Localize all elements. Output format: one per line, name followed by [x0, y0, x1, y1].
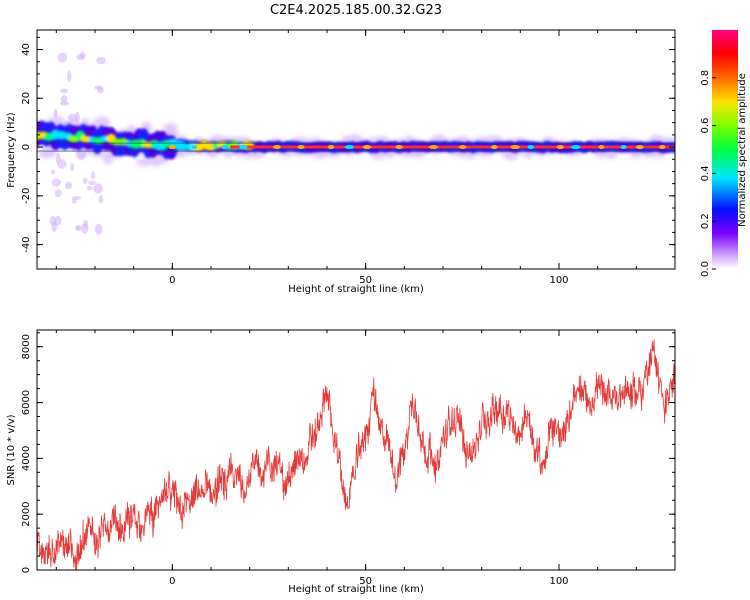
spectrogram-scatter-blob — [76, 148, 86, 160]
spectrogram-carrier-blob — [428, 145, 438, 150]
spectrogram-scatter-blob — [65, 181, 73, 189]
snr-panel: 0 50 100 0 2000 4000 6000 8000 Height of straig… — [6, 329, 676, 595]
spectrogram-carrier-blob — [344, 145, 354, 150]
colorbar-ticks: 0.0 0.2 0.4 0.6 0.8 — [700, 70, 716, 277]
snr-y-tick-label: 4000 — [21, 446, 32, 471]
spectrogram-scatter-blob — [75, 111, 80, 123]
spectrogram-carrier-blob — [527, 145, 535, 150]
spectrogram-y-tick-label: 0 — [21, 144, 32, 150]
colorbar-tick-label: 0.4 — [700, 165, 711, 181]
colorbar-tick-label: 0.6 — [700, 118, 711, 134]
spectrogram-ticks: 0 50 100 -40 -20 0 20 40 — [21, 30, 676, 286]
spectrogram-y-tick-label: -40 — [21, 236, 32, 252]
colorbar-tick-label: 0.8 — [700, 70, 711, 86]
spectrogram-scatter-blob — [94, 85, 103, 90]
spectrogram-scatter-blob — [83, 219, 89, 229]
spectrogram-carrier-blob — [635, 145, 644, 150]
spectrogram-carrier-blob — [490, 145, 498, 150]
spectrogram-carrier-blob — [272, 145, 281, 150]
spectrogram-x-axis-label: Height of straight line (km) — [288, 284, 424, 295]
spectrogram-panel: 0 50 100 -40 -20 0 20 40 Height of straight lin… — [6, 29, 676, 295]
snr-y-axis-label: SNR (10 * v/v) — [6, 414, 17, 485]
spectrogram-carrier-blob — [598, 145, 605, 150]
spectrogram-scatter-blob — [75, 225, 80, 230]
spectrogram-scatter-blob — [53, 109, 58, 119]
spectrogram-carrier-blob — [570, 145, 581, 150]
spectrogram-scatter-blob — [56, 159, 67, 169]
spectrogram-scatter-blob — [71, 195, 82, 200]
spectrogram-scatter-blob — [70, 162, 75, 172]
snr-x-axis-label: Height of straight line (km) — [288, 584, 424, 595]
figure-title: C2E4.2025.185.00.32.G23 — [270, 3, 442, 18]
snr-series-line — [37, 339, 675, 570]
spectrogram-carrier-blob — [620, 145, 627, 150]
snr-ticks: 0 50 100 0 2000 4000 6000 8000 — [21, 330, 676, 587]
colorbar: 0.0 0.2 0.4 0.6 0.8 Normalized spectral ampl… — [700, 30, 748, 277]
spectrogram-y-tick-label: -20 — [21, 188, 32, 204]
colorbar-gradient — [712, 30, 738, 269]
spectrogram-halo-blob — [94, 116, 111, 127]
spectrogram-halo-blob — [163, 123, 178, 131]
spectrogram-x-tick-label: 0 — [169, 275, 175, 286]
spectrogram-scatter-blob — [67, 113, 78, 123]
snr-frame — [36, 329, 676, 571]
spectrogram-halo-blob — [102, 152, 113, 165]
spectrogram-scatter-blob — [60, 95, 68, 104]
spectrogram-halo-blob — [38, 148, 56, 159]
spectrogram-scatter-blob — [82, 177, 88, 184]
snr-y-tick-label: 6000 — [21, 390, 32, 415]
spectrogram-carrier-blob — [510, 145, 521, 150]
spectrogram-scatter-blob — [50, 169, 56, 175]
spectrogram-carrier-blob — [458, 145, 467, 150]
spectrogram-scatter-blob — [88, 180, 96, 185]
spectrogram-frame — [36, 29, 676, 270]
spectrogram-scatter-blob — [90, 171, 96, 180]
spectrogram-x-tick-label: 100 — [549, 275, 568, 286]
spectrogram-scatter-blob — [79, 51, 86, 60]
spectrogram-carrier-blob — [395, 145, 403, 150]
spectrogram-carrier-blob — [362, 145, 372, 150]
spectrogram-x-tick-label: 50 — [359, 275, 372, 286]
spectrogram-y-tick-label: 40 — [21, 43, 32, 56]
spectrogram-carrier-blob — [297, 145, 305, 150]
spectrogram-carrier-blob — [191, 145, 198, 150]
colorbar-tick-label: 0.2 — [700, 213, 711, 229]
spectrogram-carrier-blob — [168, 145, 177, 150]
spectrogram-scatter-blob — [57, 52, 68, 63]
spectrogram-carrier-blob — [658, 145, 666, 150]
spectrogram-scatter-blob — [67, 70, 72, 83]
snr-x-tick-label: 0 — [169, 576, 175, 587]
snr-x-tick-label: 100 — [549, 576, 568, 587]
snr-y-tick-label: 2000 — [21, 501, 32, 526]
spectrogram-heatmap — [37, 51, 675, 235]
spectrogram-carrier-blob — [239, 145, 248, 150]
spectrogram-scatter-blob — [98, 195, 104, 204]
spectrogram-scatter-blob — [93, 183, 103, 194]
spectrogram-carrier-blob — [327, 145, 335, 150]
spectrogram-scatter-blob — [49, 215, 57, 227]
spectrogram-scatter-blob — [60, 88, 69, 94]
colorbar-tick-label: 0.0 — [700, 261, 711, 277]
spectrogram-scatter-blob — [86, 185, 93, 191]
spectrogram-scatter-blob — [51, 178, 62, 187]
snr-y-tick-label: 8000 — [21, 334, 32, 359]
snr-y-tick-label: 0 — [21, 567, 32, 573]
spectrogram-carrier-blob — [556, 145, 564, 150]
colorbar-label: Normalized spectral amplitude — [737, 73, 748, 227]
spectrogram-y-tick-label: 20 — [21, 92, 32, 105]
spectrogram-carrier-blob — [221, 145, 228, 150]
spectrogram-halo-blob — [148, 155, 160, 165]
spectrogram-scatter-blob — [54, 215, 62, 226]
spectrogram-scatter-blob — [95, 223, 103, 235]
spectrogram-scatter-blob — [96, 56, 106, 65]
spectrogram-y-axis-label: Frequency (Hz) — [6, 112, 17, 188]
snr-x-tick-label: 50 — [359, 576, 372, 587]
spectrogram-scatter-blob — [54, 189, 62, 198]
spectrogram-scatter-blob — [59, 101, 70, 106]
